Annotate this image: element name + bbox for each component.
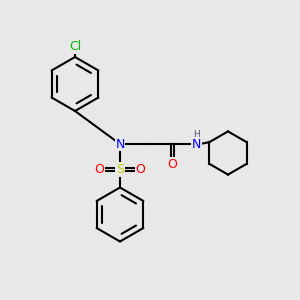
Text: O: O (95, 163, 104, 176)
Text: O: O (136, 163, 145, 176)
Text: H: H (193, 130, 200, 139)
Text: Cl: Cl (69, 40, 81, 53)
Text: N: N (192, 137, 201, 151)
Text: S: S (116, 163, 124, 176)
Text: N: N (115, 137, 125, 151)
Text: O: O (168, 158, 177, 171)
